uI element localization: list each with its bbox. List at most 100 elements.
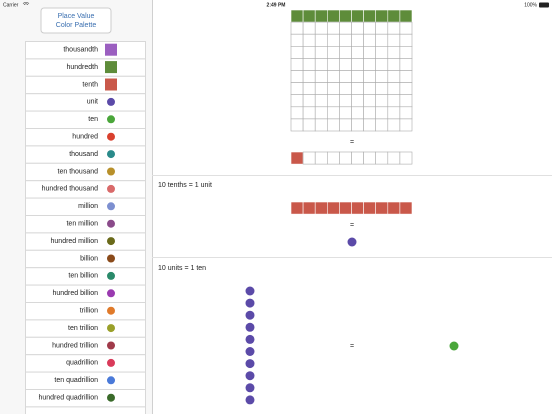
palette-name: ten million	[66, 221, 98, 228]
cell	[302, 118, 316, 132]
cell	[326, 9, 340, 23]
cell	[326, 94, 340, 108]
cell	[314, 58, 328, 71]
cell	[290, 70, 304, 83]
cell	[375, 151, 389, 165]
cell	[302, 58, 316, 71]
swatch	[107, 324, 115, 333]
unit-dot	[245, 395, 255, 405]
palette-name: hundred trillion	[52, 342, 98, 349]
cell	[339, 151, 352, 165]
cell	[351, 70, 364, 83]
unit-dot	[347, 237, 357, 247]
cell	[314, 45, 328, 59]
cell	[363, 94, 377, 108]
cell	[399, 82, 413, 95]
cell	[351, 106, 364, 120]
palette-row[interactable]	[25, 93, 146, 112]
cell	[290, 151, 304, 165]
swatch	[105, 43, 117, 56]
swatch	[107, 289, 115, 298]
unit-dot	[245, 310, 255, 320]
battery-level: 100%	[524, 2, 537, 8]
cell	[314, 118, 328, 132]
cell	[302, 94, 316, 108]
cell	[339, 70, 352, 83]
cell	[363, 118, 377, 132]
palette-button[interactable]	[40, 7, 112, 34]
palette-name: ten thousand	[58, 168, 99, 175]
cell	[399, 106, 413, 120]
palette-name: ten billion	[68, 273, 98, 280]
cell	[387, 82, 401, 95]
swatch	[107, 376, 115, 385]
cell	[375, 21, 389, 35]
wifi-icon	[22, 1, 30, 5]
cell	[339, 94, 352, 108]
palette-row	[25, 406, 146, 419]
cell	[314, 201, 328, 215]
cell	[326, 118, 340, 132]
cell	[339, 118, 352, 132]
caption: 10 tenths = 1 unit	[158, 182, 212, 189]
cell	[399, 201, 413, 215]
carrier: Carrier	[3, 2, 19, 8]
palette-button-label[interactable]: Color Palette	[56, 22, 97, 29]
cell	[375, 118, 389, 132]
cell	[302, 9, 316, 23]
cell	[290, 45, 304, 59]
swatch	[107, 97, 115, 106]
cell	[363, 151, 377, 165]
cell	[363, 58, 377, 71]
cell	[314, 94, 328, 108]
palette-name: trillion	[80, 308, 98, 315]
cell	[302, 21, 316, 35]
cell	[387, 58, 401, 71]
palette-name: ten	[88, 116, 98, 123]
cell	[314, 106, 328, 120]
cell	[339, 45, 352, 59]
palette-button-label[interactable]: Place Value	[58, 13, 95, 20]
cell	[363, 82, 377, 95]
cell	[387, 151, 401, 165]
cell	[351, 118, 364, 132]
swatch	[107, 393, 115, 402]
cell	[314, 82, 328, 95]
swatch	[105, 78, 117, 91]
unit-dot	[245, 347, 255, 356]
cell	[290, 33, 304, 47]
unit-dot	[245, 359, 255, 369]
cell	[314, 9, 328, 23]
unit-dot	[245, 383, 255, 393]
caption: 10 units = 1 ten	[158, 265, 206, 272]
cell	[375, 45, 389, 59]
clock: 2:49 PM	[267, 2, 286, 8]
palette-name: hundred thousand	[42, 186, 99, 193]
palette-name: million	[78, 203, 98, 210]
cell	[290, 118, 304, 132]
cell	[351, 82, 364, 95]
cell	[351, 33, 364, 47]
cell	[290, 82, 304, 95]
cell	[375, 82, 389, 95]
cell	[363, 9, 377, 23]
palette-name: hundred quadrillion	[38, 395, 98, 402]
cell	[326, 82, 340, 95]
cell	[326, 33, 340, 47]
cell	[399, 9, 413, 23]
equals: =	[350, 139, 354, 146]
cell	[351, 45, 364, 59]
palette-name: unit	[87, 99, 98, 106]
cell	[387, 45, 401, 59]
cell	[302, 151, 316, 165]
cell	[363, 45, 377, 59]
palette-row[interactable]	[25, 110, 146, 129]
palette-name: hundredth	[66, 64, 98, 71]
cell	[290, 9, 304, 23]
cell	[351, 58, 364, 71]
cell	[326, 21, 340, 35]
cell	[387, 21, 401, 35]
cell	[290, 201, 304, 215]
cell	[302, 70, 316, 83]
